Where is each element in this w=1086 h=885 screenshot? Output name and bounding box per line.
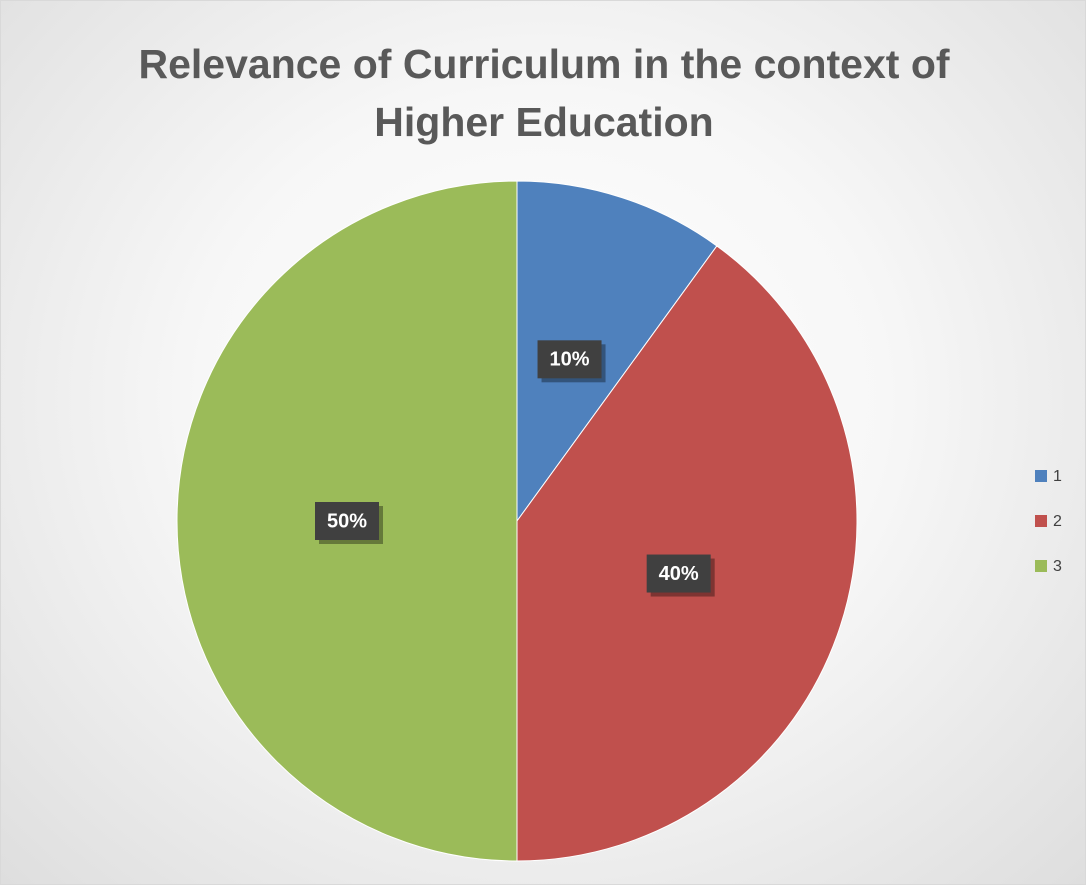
legend-swatch (1035, 470, 1047, 482)
chart-title: Relevance of Curriculum in the context o… (138, 41, 950, 145)
legend-swatch (1035, 515, 1047, 527)
legend-label: 1 (1053, 468, 1062, 485)
value-label: 50% (327, 510, 367, 532)
pie-slice (516, 245, 858, 862)
legend-label: 3 (1053, 558, 1062, 575)
legend-label: 2 (1053, 513, 1062, 530)
value-label: 40% (659, 563, 699, 585)
legend-swatch (1035, 560, 1047, 572)
value-label-box (646, 554, 711, 593)
pie-slice (516, 180, 718, 523)
value-label-box (315, 502, 379, 540)
value-label-box (537, 340, 602, 379)
value-label: 10% (550, 349, 590, 371)
